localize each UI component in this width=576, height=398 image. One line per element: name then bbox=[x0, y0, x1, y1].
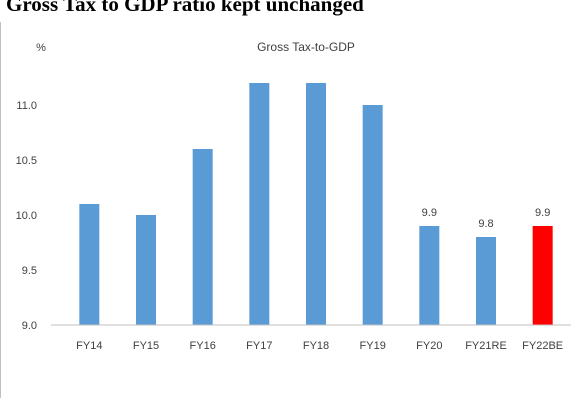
bar-fy21re bbox=[476, 237, 496, 325]
bar-fy16 bbox=[192, 149, 213, 325]
bar-fy19 bbox=[362, 105, 383, 325]
x-tick-label: FY22BE bbox=[522, 340, 563, 352]
data-label: 9.9 bbox=[422, 207, 437, 219]
bar-chart: Gross Tax-to-GDP % 9.0 9.5 10.0 10.5 11.0 9.… bbox=[16, 40, 571, 352]
y-tick-label: 9.0 bbox=[22, 320, 37, 332]
bar-fy14 bbox=[79, 204, 100, 325]
bar-fy17 bbox=[249, 83, 270, 325]
x-axis: FY14 FY15 FY16 FY17 FY18 FY19 FY20 FY21RE FY22BE bbox=[76, 340, 563, 352]
chart-frame: Gross Tax-to-GDP % 9.0 9.5 10.0 10.5 11.0 9.… bbox=[0, 22, 576, 398]
x-tick-label: FY17 bbox=[246, 340, 272, 352]
page-heading: Gross Tax to GDP ratio kept unchanged bbox=[6, 0, 364, 16]
x-tick-label: FY21RE bbox=[465, 340, 507, 352]
x-tick-label: FY14 bbox=[76, 340, 102, 352]
data-labels: 9.9 9.8 9.9 bbox=[422, 207, 551, 230]
x-tick-label: FY18 bbox=[303, 340, 329, 352]
bar-fy18 bbox=[306, 83, 326, 325]
x-tick-label: FY16 bbox=[190, 340, 216, 352]
y-tick-label: 11.0 bbox=[16, 100, 37, 112]
x-tick-label: FY20 bbox=[416, 340, 442, 352]
data-label: 9.8 bbox=[478, 218, 493, 230]
y-tick-label: 10.0 bbox=[16, 210, 37, 222]
bar-fy22be bbox=[532, 226, 553, 325]
x-tick-label: FY19 bbox=[360, 340, 386, 352]
data-label: 9.9 bbox=[535, 207, 550, 219]
bar-series bbox=[79, 83, 553, 325]
bar-fy15 bbox=[136, 215, 156, 325]
x-tick-label: FY15 bbox=[133, 340, 159, 352]
bar-fy20 bbox=[419, 226, 440, 325]
y-axis: 9.0 9.5 10.0 10.5 11.0 bbox=[16, 100, 37, 332]
y-tick-label: 9.5 bbox=[22, 265, 37, 277]
y-tick-label: 10.5 bbox=[16, 155, 37, 167]
y-axis-unit-label: % bbox=[36, 42, 46, 54]
chart-title: Gross Tax-to-GDP bbox=[257, 40, 355, 54]
